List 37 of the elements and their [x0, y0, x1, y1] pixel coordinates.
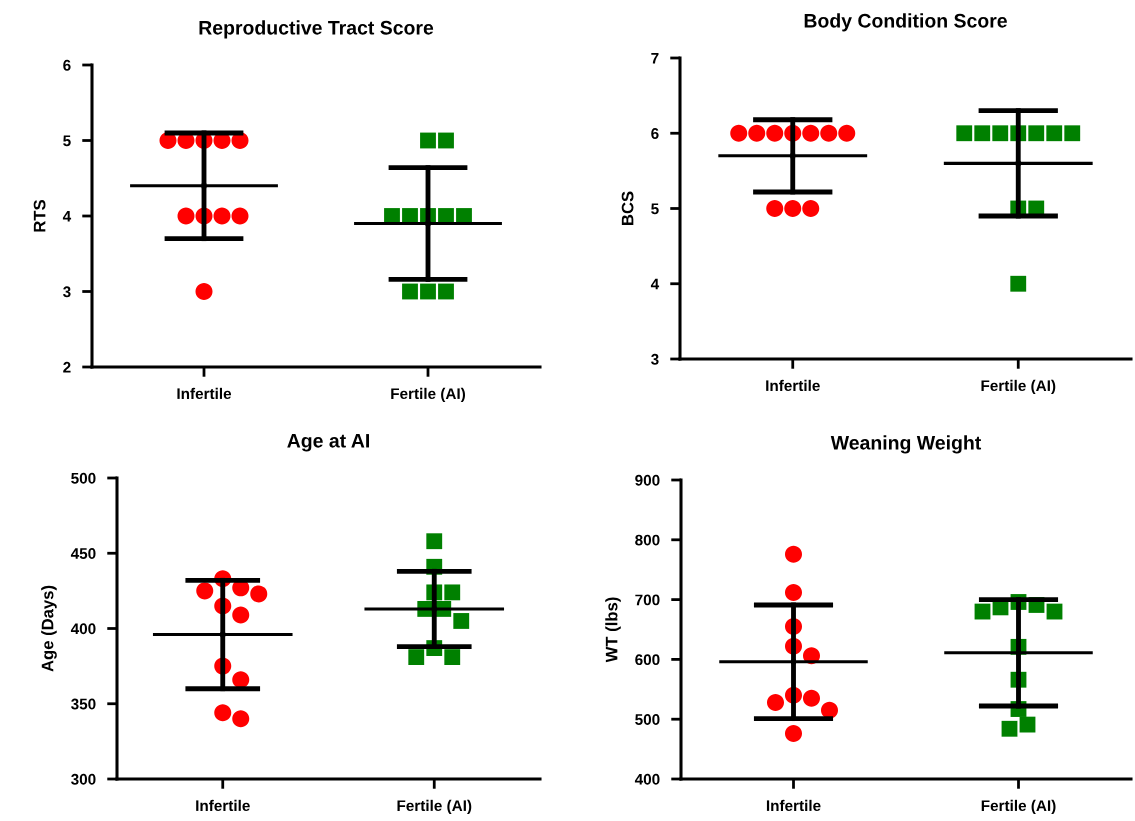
y-tick-label: 350	[71, 698, 96, 710]
y-tick-label: 900	[635, 474, 660, 486]
x-tick-label: Fertile (AI)	[981, 379, 1056, 395]
chart-title: Age at AI	[287, 434, 369, 452]
y-tick-label: 6	[63, 59, 71, 71]
y-axis-title: Age (Days)	[41, 585, 57, 672]
y-tick-label: 300	[71, 773, 96, 785]
y-axis-title: BCS	[621, 191, 634, 225]
x-tick-label: Fertile (AI)	[397, 799, 472, 815]
y-tick-label: 400	[70, 623, 96, 635]
y-tick-label: 5	[63, 135, 71, 147]
y-tick-label: 6	[651, 128, 659, 139]
y-tick-label: 450	[70, 548, 96, 559]
y-tick-label: 2	[63, 361, 71, 373]
x-tick-label: Infertile	[766, 379, 820, 392]
y-tick-label: 3	[63, 286, 71, 298]
x-tick-label: Fertile (AI)	[981, 799, 1056, 815]
y-tick-label: 5	[651, 203, 659, 215]
x-tick-label: Infertile	[196, 799, 250, 812]
y-axis-title: RTS	[33, 199, 46, 232]
y-tick-label: 3	[651, 353, 659, 365]
y-tick-label: 7	[651, 53, 659, 64]
x-tick-label: Fertile (AI)	[391, 387, 466, 403]
y-tick-label: 400	[634, 773, 660, 785]
chart-title: Weaning Weight	[830, 435, 982, 454]
chart-title: Reproductive Tract Score	[199, 20, 434, 39]
y-tick-label: 500	[635, 714, 660, 725]
y-tick-label: 500	[71, 472, 96, 484]
y-tick-label: 4	[650, 278, 660, 290]
y-tick-label: 600	[635, 654, 660, 666]
x-tick-label: Infertile	[766, 799, 821, 812]
y-tick-label: 4	[62, 211, 72, 222]
y-axis-title: WT (lbs)	[605, 597, 621, 663]
chart-title: Body Condition Score	[804, 13, 1007, 32]
y-tick-label: 800	[635, 534, 660, 546]
x-tick-label: Infertile	[177, 387, 232, 400]
y-tick-label: 700	[635, 594, 660, 606]
